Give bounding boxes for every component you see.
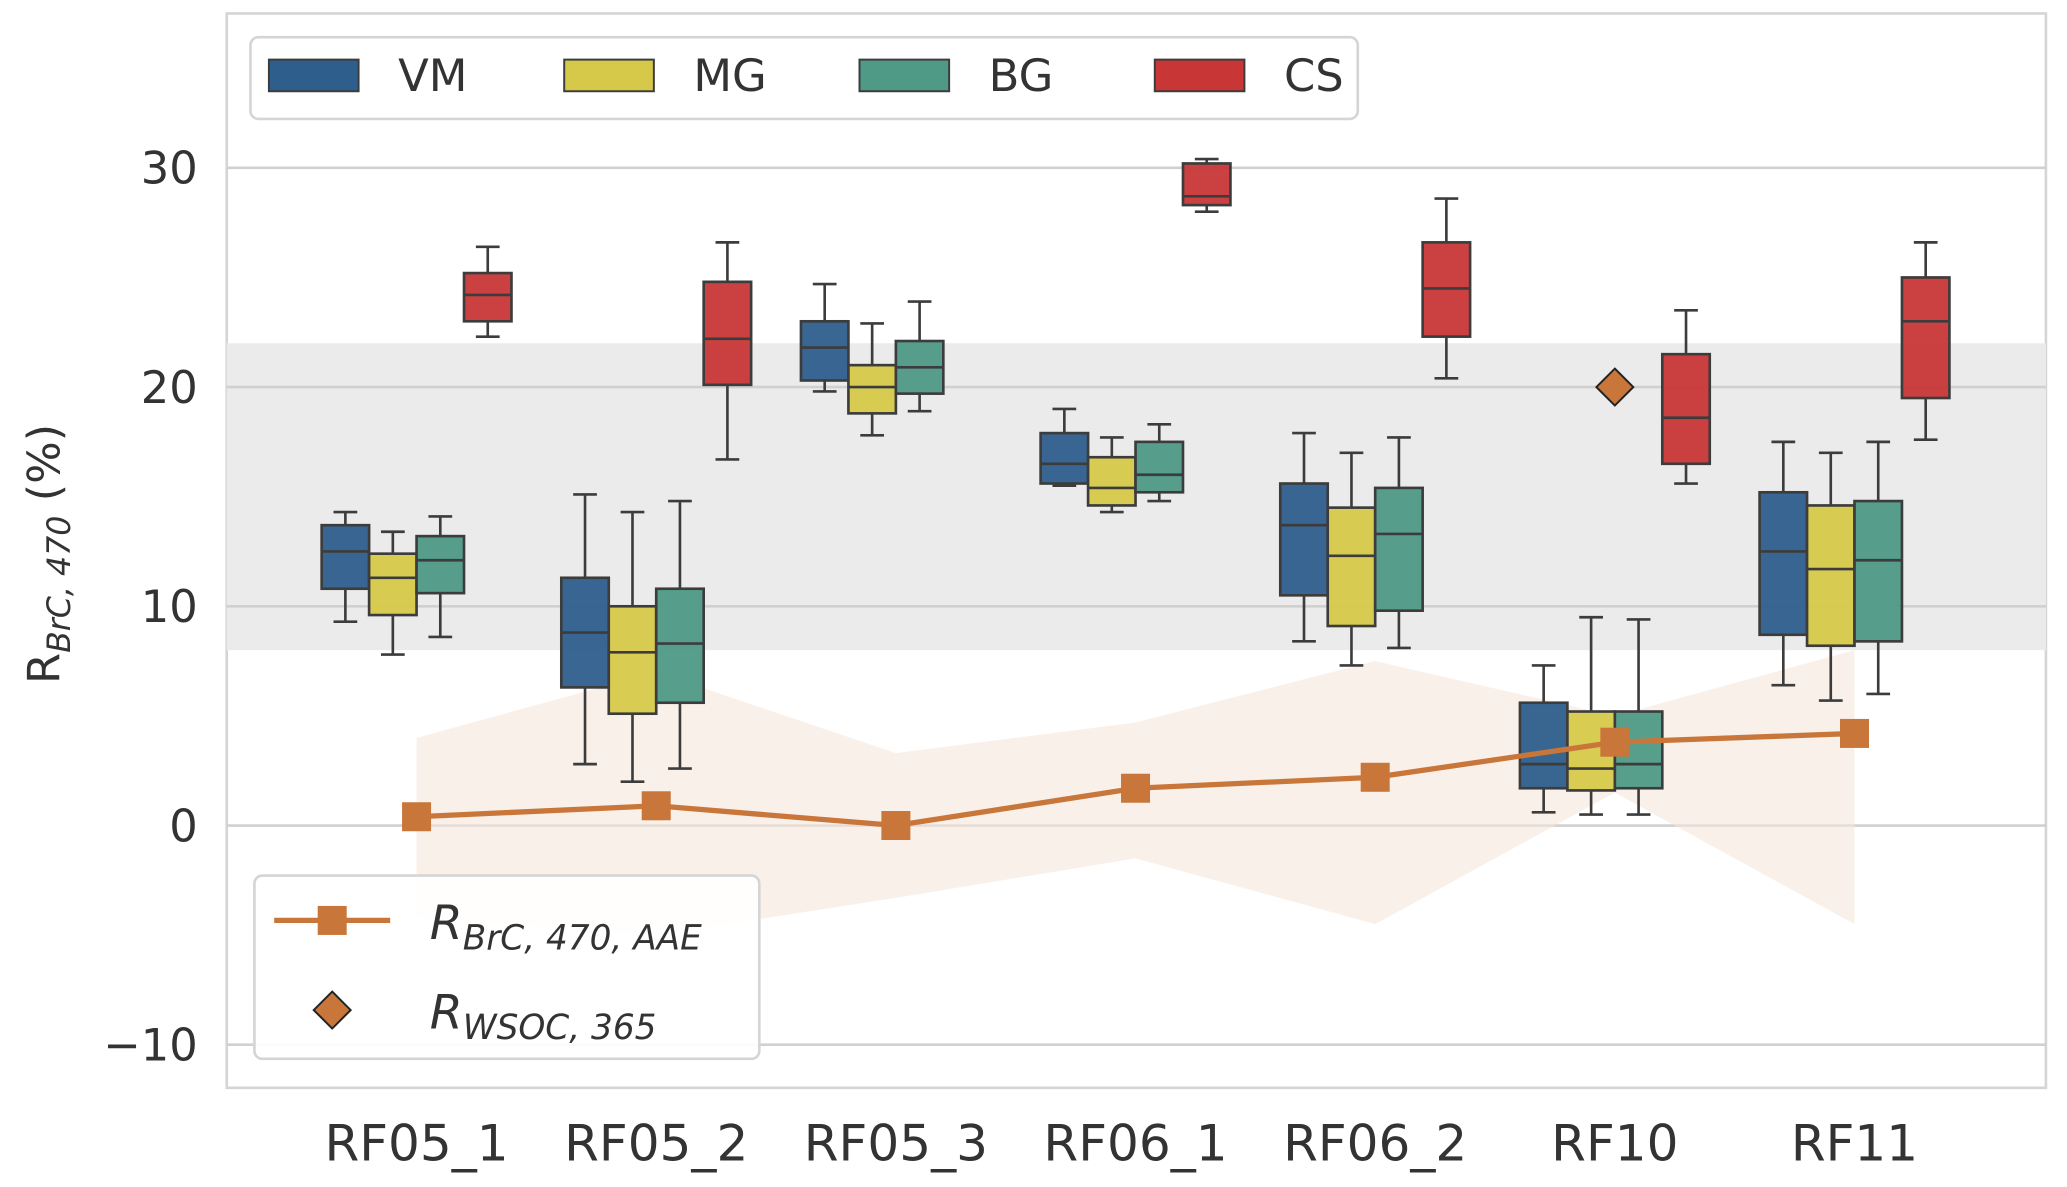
legend-label: RBrC, 470, AAE: [430, 896, 702, 959]
legend-swatch-BG: [858, 58, 951, 93]
box-MG-RF05_1: [367, 530, 418, 656]
box-CS-RF11: [1900, 241, 1951, 441]
box-iqr: [607, 604, 658, 716]
box-BG-RF06_1: [1134, 423, 1185, 503]
aae-marker: [1600, 727, 1630, 757]
box-iqr: [415, 534, 466, 595]
box-iqr: [1758, 490, 1809, 637]
legend-swatch-CS: [1153, 58, 1246, 93]
box-iqr: [799, 319, 850, 382]
box-VM-RF05_1: [320, 510, 371, 623]
box-iqr: [1039, 431, 1090, 485]
aae-marker: [402, 802, 432, 832]
box-MG-RF06_1: [1086, 436, 1137, 514]
box-iqr: [1805, 504, 1856, 648]
legend-sources: VM MG BG CS: [249, 35, 1360, 121]
aae-marker: [1121, 773, 1151, 803]
box-iqr: [1853, 499, 1904, 643]
y-tick-label: 0: [169, 799, 198, 852]
legend-label-CS: CS: [1284, 49, 1344, 102]
box-iqr: [1660, 352, 1712, 466]
x-tick-label: RF05_2: [564, 1114, 748, 1172]
x-tick-label: RF05_1: [324, 1114, 508, 1172]
legend-wsoc-marker: [312, 990, 353, 1030]
box-iqr: [1134, 440, 1185, 494]
box-iqr: [847, 363, 898, 415]
box-iqr: [1326, 506, 1377, 628]
box-MG-RF05_3: [847, 322, 898, 437]
legend-swatch-VM: [267, 58, 360, 93]
legend-methods: RBrC, 470, AAE RWSOC, 365: [253, 874, 761, 1061]
box-iqr: [462, 271, 513, 323]
box-BG-RF06_2: [1373, 436, 1424, 650]
box-MG-RF11: [1805, 451, 1856, 702]
x-tick-label: RF06_1: [1043, 1114, 1227, 1172]
box-BG-RF05_2: [654, 499, 705, 770]
box-iqr: [1518, 701, 1569, 790]
box-CS-RF05_2: [702, 241, 753, 461]
legend-label-VM: VM: [398, 49, 467, 102]
x-tick-label: RF06_2: [1283, 1114, 1467, 1172]
box-VM-RF06_1: [1039, 407, 1090, 488]
y-tick-label: 30: [141, 142, 198, 195]
y-axis-label: RBrC, 470 (%): [17, 424, 78, 684]
box-CS-RF06_2: [1421, 197, 1472, 380]
legend-frame: [249, 35, 1360, 121]
legend-label-BG: BG: [989, 49, 1054, 102]
x-tick-label: RF10: [1551, 1114, 1678, 1172]
box-CS-RF05_1: [462, 245, 513, 338]
x-tick-label: RF11: [1791, 1114, 1918, 1172]
legend-aae-marker: [317, 905, 347, 935]
aae-marker: [1360, 762, 1390, 792]
box-CS-RF06_1: [1181, 157, 1232, 214]
legend-label: RWSOC, 365: [430, 986, 657, 1049]
aae-marker: [881, 811, 911, 841]
box-MG-RF06_2: [1326, 451, 1377, 667]
box-MG-RF05_2: [607, 510, 658, 783]
box-iqr: [1900, 276, 1951, 400]
x-tick-label: RF05_3: [804, 1114, 988, 1172]
box-VM-RF11: [1758, 440, 1809, 687]
box-iqr: [320, 523, 371, 591]
box-iqr: [367, 552, 418, 617]
box-VM-RF06_2: [1278, 431, 1330, 643]
box-iqr: [1278, 482, 1330, 597]
aae-marker: [1839, 718, 1870, 748]
box-iqr: [702, 280, 753, 387]
box-BG-RF05_1: [415, 515, 466, 639]
box-iqr: [654, 587, 705, 705]
box-iqr: [1181, 162, 1232, 207]
box-VM-RF05_3: [799, 282, 850, 393]
box-VM-RF10: [1518, 664, 1569, 814]
box-CS-RF10: [1660, 309, 1712, 485]
box-BG-RF11: [1853, 440, 1904, 696]
legend-label-MG: MG: [693, 49, 766, 102]
y-tick-label: 20: [141, 361, 198, 414]
legend-swatch-MG: [563, 58, 655, 93]
aae-marker: [641, 791, 671, 821]
y-tick-label: −10: [103, 1019, 198, 1072]
wsoc-marker: [1594, 367, 1635, 407]
box-BG-RF05_3: [894, 300, 945, 413]
box-iqr: [1373, 486, 1424, 612]
y-tick-label: 10: [141, 580, 198, 633]
box-iqr: [1086, 455, 1137, 507]
